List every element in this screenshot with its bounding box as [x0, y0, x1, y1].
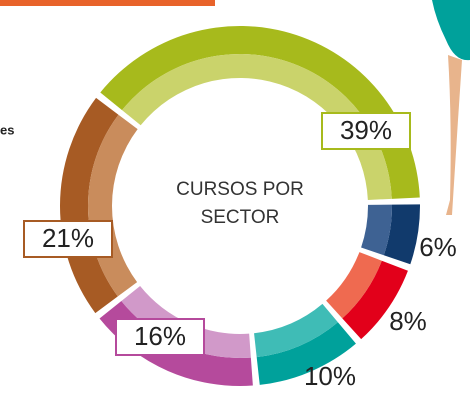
donut-segment: [100, 26, 420, 199]
donut-segment-inner: [326, 252, 382, 319]
cropped-heading: [0, 0, 215, 6]
donut-segment: [383, 204, 420, 265]
donut-segment-inner: [361, 204, 392, 256]
donut-segment-inner: [121, 286, 251, 358]
side-text: es: [0, 122, 14, 137]
value-label: 10%: [304, 361, 356, 391]
value-label: 8%: [389, 306, 427, 336]
label-box: [23, 220, 113, 258]
label-box: [321, 112, 411, 150]
donut-segment: [59, 97, 119, 314]
value-label: 16%: [134, 321, 186, 351]
illustration: [446, 55, 462, 215]
donut-segment: [342, 260, 408, 340]
donut-segment: [256, 322, 356, 385]
donut-segment-inner: [122, 54, 392, 200]
value-label: 21%: [42, 223, 94, 253]
label-box: [115, 318, 205, 356]
value-label: 6%: [419, 232, 457, 262]
illustration: [432, 0, 470, 61]
value-label: 39%: [340, 115, 392, 145]
center-title: CURSOS POR SECTOR: [176, 179, 304, 228]
donut-segment-inner: [254, 303, 338, 358]
